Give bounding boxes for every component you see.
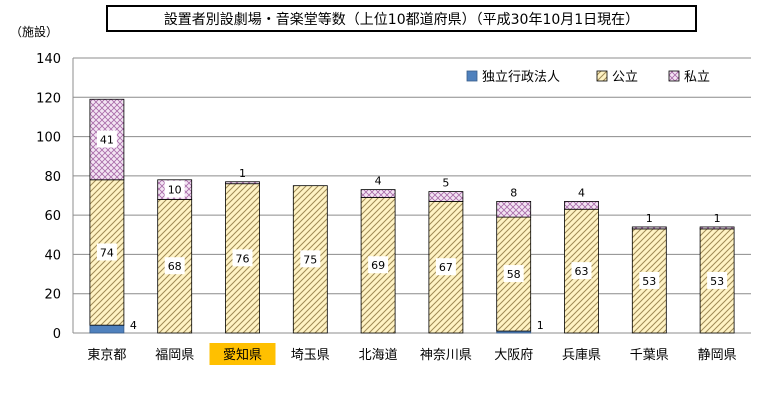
data-label: 53 — [710, 275, 724, 288]
y-tick-label: 20 — [44, 288, 61, 303]
data-label-bg — [300, 250, 321, 268]
data-label: 75 — [303, 253, 317, 266]
x-axis: 東京都 福岡県 愛知県 埼玉県 北海道 神奈川県 大阪府 兵庫県 千葉県 静岡県 — [87, 343, 737, 365]
x-tick-label: 静岡県 — [698, 348, 737, 363]
data-labels: 4 74 41 68 10 76 1 75 69 4 67 5 1 58 8 63 4 53 1 53 1 — [96, 130, 728, 332]
bar-segment — [89, 324, 125, 334]
category-highlight — [209, 343, 276, 365]
bar-segment — [428, 191, 464, 202]
data-label-bg — [368, 256, 389, 274]
data-label: 4 — [130, 319, 137, 332]
data-label: 41 — [100, 134, 114, 147]
legend-swatch — [596, 70, 608, 82]
y-axis-label: （施設） — [10, 24, 58, 39]
data-label-bg — [164, 257, 185, 275]
data-label: 1 — [646, 212, 653, 225]
legend-swatch — [668, 70, 680, 82]
data-label-bg — [707, 271, 728, 289]
x-tick-label: 東京都 — [87, 347, 126, 363]
data-label-bg — [571, 262, 592, 280]
data-label: 8 — [510, 186, 517, 199]
data-label-bg — [232, 249, 253, 267]
y-tick-label: 80 — [44, 170, 61, 185]
bar-segment — [631, 226, 667, 230]
legend-label: 独立行政法人 — [482, 70, 560, 85]
data-label: 68 — [168, 260, 182, 273]
x-tick-label: 埼玉県 — [291, 348, 330, 363]
bar-segment — [564, 200, 599, 210]
data-label-bg — [435, 258, 456, 276]
data-label: 67 — [439, 261, 453, 274]
data-label-bg — [164, 180, 185, 198]
x-tick-label: 北海道 — [359, 348, 398, 363]
y-tick-label: 60 — [44, 209, 61, 224]
data-label: 4 — [578, 186, 585, 199]
x-tick-label: 福岡県 — [155, 348, 194, 363]
y-axis: 0 20 40 60 80 100 120 140 — [36, 52, 74, 342]
grid-lines — [73, 57, 751, 334]
x-tick-label: 兵庫県 — [562, 348, 601, 363]
data-label: 1 — [537, 319, 544, 332]
bar-segment — [225, 181, 260, 185]
y-tick-label: 120 — [36, 91, 61, 106]
data-label: 4 — [375, 175, 382, 188]
x-tick-label: 愛知県 — [223, 347, 262, 363]
data-label: 76 — [236, 252, 250, 265]
legend: 独立行政法人 公立 私立 — [466, 70, 710, 85]
bar-segment — [360, 189, 396, 198]
x-tick-label: 神奈川県 — [420, 348, 472, 363]
legend-swatch — [466, 70, 478, 82]
bar-segment — [496, 200, 532, 218]
chart-title: 設置者別設劇場・音楽堂等数（上位10都道府県）（平成30年10月1日現在） — [106, 5, 697, 32]
y-tick-label: 140 — [36, 52, 61, 67]
data-label-bg — [639, 271, 660, 289]
data-label: 74 — [100, 246, 114, 259]
data-label: 58 — [507, 268, 521, 281]
data-label-bg — [96, 243, 117, 261]
x-tick-label: 千葉県 — [630, 348, 669, 363]
bars — [89, 98, 735, 334]
data-label: 5 — [442, 177, 449, 190]
data-label-bg — [96, 130, 117, 148]
legend-label: 私立 — [684, 70, 710, 85]
data-label: 63 — [575, 265, 589, 278]
data-label: 53 — [642, 275, 656, 288]
y-tick-label: 100 — [36, 131, 61, 146]
y-tick-label: 40 — [44, 248, 61, 263]
data-label-bg — [503, 265, 524, 283]
bar-segment — [699, 226, 735, 230]
legend-label: 公立 — [612, 70, 638, 85]
data-label: 1 — [239, 167, 246, 180]
data-label: 1 — [714, 212, 721, 225]
x-tick-label: 大阪府 — [494, 348, 533, 363]
y-tick-label: 0 — [53, 327, 61, 342]
data-label: 69 — [371, 259, 385, 272]
data-label: 10 — [168, 184, 182, 197]
